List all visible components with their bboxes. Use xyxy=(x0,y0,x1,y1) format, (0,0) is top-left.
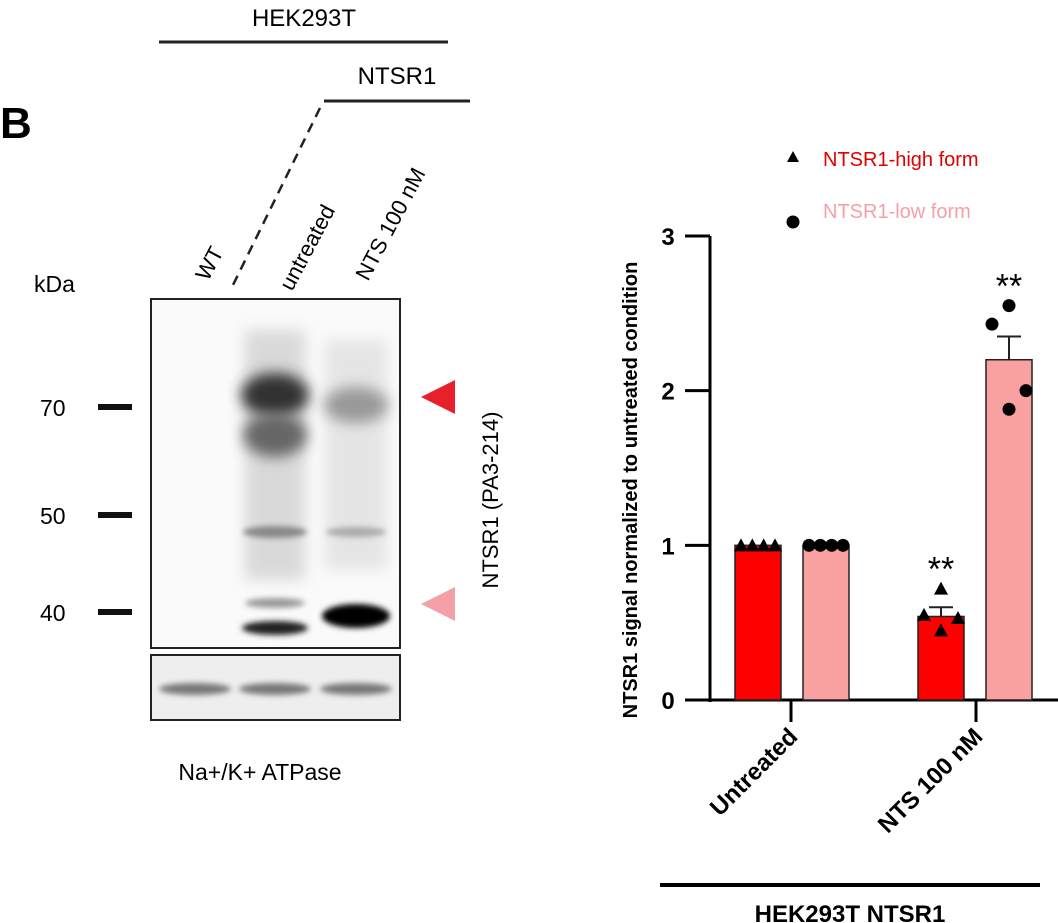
x-tick-label: Untreated xyxy=(705,723,803,821)
significance-annotation: ** xyxy=(996,268,1022,306)
bar xyxy=(985,358,1033,701)
bar xyxy=(734,544,782,701)
data-point-circle xyxy=(1002,402,1016,416)
lane-label-nts: NTS 100 nM xyxy=(350,164,430,285)
marker-40: 40 xyxy=(40,600,66,626)
data-point-triangle xyxy=(934,623,948,637)
y-tick-label: 3 xyxy=(661,224,674,251)
y-tick-label: 0 xyxy=(661,688,674,715)
marker-tick-40 xyxy=(98,609,132,615)
marker-tick-50 xyxy=(98,512,132,518)
data-point-circle xyxy=(802,538,816,552)
blot-image xyxy=(150,298,401,721)
x-tick-label: NTS 100 nM xyxy=(873,723,988,838)
high-form-arrowhead xyxy=(421,380,455,414)
bar xyxy=(802,544,850,701)
data-point-circle xyxy=(985,317,999,331)
data-point-triangle xyxy=(934,581,948,595)
bar-chart: 0 1 2 3 NTSR1 signal normalized to untreated… xyxy=(620,149,1058,923)
lane-label-wt: WT xyxy=(190,242,228,284)
y-axis-label: NTSR1 signal normalized to untreated con… xyxy=(620,262,642,719)
low-form-arrowhead xyxy=(421,587,455,621)
data-point-triangle xyxy=(917,607,931,621)
legend-label: NTSR1-high form xyxy=(823,149,979,171)
data-point-triangle xyxy=(951,611,965,625)
data-point-circle xyxy=(836,538,850,552)
data-point-circle xyxy=(825,538,839,552)
data-point-triangle xyxy=(768,538,782,552)
significance-annotation: ** xyxy=(928,551,954,589)
marker-70: 70 xyxy=(40,395,66,421)
marker-tick-70 xyxy=(98,404,132,410)
y-tick-label: 2 xyxy=(661,379,674,406)
legend-circle-icon xyxy=(786,215,800,229)
loading-control-label: Na+/K+ ATPase xyxy=(178,759,341,785)
lane-label-untreated: untreated xyxy=(274,201,340,295)
antibody-label: NTSR1 (PA3-214) xyxy=(478,412,503,589)
data-point-triangle xyxy=(734,538,748,552)
data-point-triangle xyxy=(745,538,760,552)
data-point-circle xyxy=(813,538,827,552)
cell-line-label: HEK293T xyxy=(252,5,356,32)
marker-50: 50 xyxy=(40,503,66,529)
y-tick-label: 1 xyxy=(661,533,674,560)
legend-label: NTSR1-low form xyxy=(823,201,971,223)
data-point-circle xyxy=(1002,299,1016,313)
data-point-triangle xyxy=(756,538,771,552)
data-point-circle xyxy=(1019,384,1033,398)
group-label: HEK293T NTSR1 xyxy=(755,901,946,923)
legend-triangle-icon xyxy=(787,151,799,162)
kda-label: kDa xyxy=(34,271,75,297)
panel-label: B xyxy=(0,99,32,148)
construct-label: NTSR1 xyxy=(358,63,437,90)
